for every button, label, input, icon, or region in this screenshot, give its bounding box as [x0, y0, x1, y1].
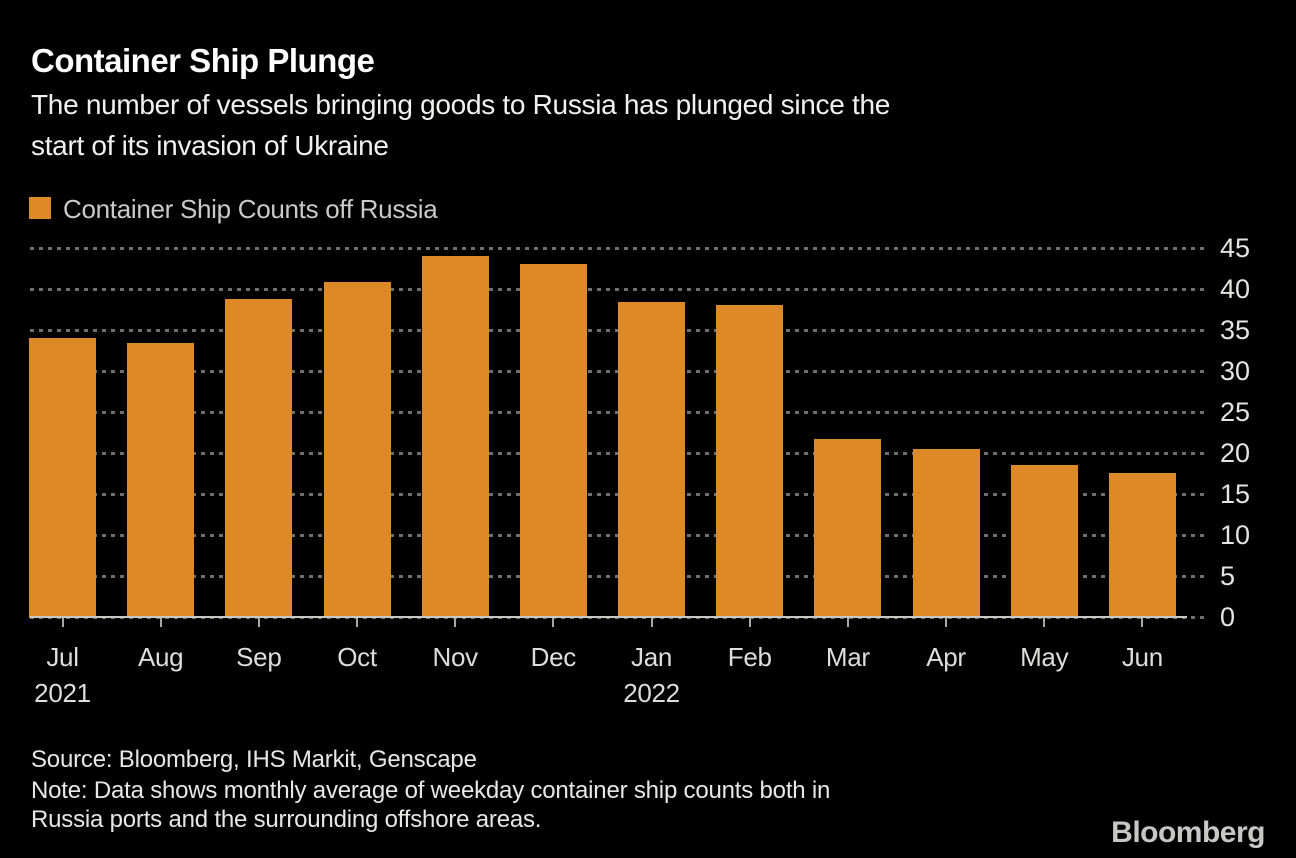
y-axis-label-25: 25 — [1220, 397, 1251, 427]
bar-jul — [29, 338, 96, 618]
x-axis-label-aug: Aug — [137, 642, 184, 672]
y-axis-label-40: 40 — [1220, 274, 1251, 304]
y-axis-label-10: 10 — [1220, 520, 1251, 550]
x-axis-label-mar: Mar — [825, 642, 870, 672]
x-axis-label-oct: Oct — [337, 642, 377, 672]
x-axis-label-feb: Feb — [727, 642, 772, 672]
bar-apr — [912, 449, 980, 618]
x-axis-label-jul: Jul — [46, 642, 79, 672]
y-axis-label-20: 20 — [1220, 438, 1251, 468]
y-axis-label-30: 30 — [1220, 356, 1251, 386]
y-axis-label-0: 0 — [1220, 602, 1236, 632]
x-axis-label-jun: Jun — [1121, 642, 1163, 672]
y-axis-label-5: 5 — [1220, 561, 1236, 591]
year-label-2022: 2022 — [623, 678, 680, 708]
x-tick-apr — [945, 618, 948, 627]
x-tick-dec — [552, 618, 555, 627]
gridline-45 — [30, 247, 1205, 251]
bar-chart: 0 5 10 15 20 25 30 35 40 45 Jul 2021 Aug Sep Oct Nov Dec… — [29, 233, 1290, 708]
bar-dec — [519, 263, 587, 618]
bloomberg-logo: Bloomberg — [1111, 816, 1265, 849]
chart-subtitle-line-1: The number of vessels bringing goods to … — [31, 89, 891, 120]
x-tick-may — [1043, 618, 1046, 627]
gridline-30 — [30, 370, 1205, 373]
x-axis-baseline — [30, 616, 1187, 618]
y-axis-label-35: 35 — [1220, 315, 1251, 345]
x-tick-sep — [257, 618, 260, 627]
legend-swatch-icon — [29, 197, 51, 219]
bar-mar — [814, 439, 882, 618]
y-axis-label-15: 15 — [1220, 479, 1251, 509]
bar-feb — [716, 304, 784, 618]
x-tick-nov — [454, 618, 457, 627]
gridline-20 — [30, 452, 1205, 455]
gridline-40 — [30, 288, 1205, 291]
gridline-35 — [30, 329, 1205, 332]
gridline-5 — [30, 575, 1205, 578]
source-text: Source: Bloomberg, IHS Markit, Genscape — [31, 746, 477, 773]
legend-label: Container Ship Counts off Russia — [63, 194, 438, 224]
y-axis-label-45: 45 — [1220, 233, 1251, 263]
x-axis-label-may: May — [1020, 642, 1069, 672]
x-tick-jul — [61, 618, 64, 627]
x-tick-oct — [356, 618, 358, 627]
bar-jan — [618, 302, 686, 618]
page-title: Container Ship Plunge — [31, 42, 375, 79]
bar-oct — [323, 281, 391, 618]
x-tick-jun — [1141, 618, 1144, 627]
x-tick-feb — [748, 618, 751, 627]
bar-jun — [1108, 472, 1176, 618]
year-label-2021: 2021 — [34, 678, 91, 708]
bar-nov — [421, 256, 489, 618]
x-axis-label-apr: Apr — [926, 642, 966, 672]
x-tick-aug — [159, 618, 162, 627]
x-axis-label-jan: Jan — [631, 642, 673, 672]
gridline-25 — [30, 411, 1205, 414]
note-text-line-2: Russia ports and the surrounding offshor… — [31, 806, 542, 833]
x-tick-mar — [846, 618, 849, 627]
bar-sep — [225, 299, 293, 618]
bar-aug — [127, 343, 195, 618]
bar-may — [1010, 465, 1078, 618]
x-tick-jan — [650, 618, 653, 627]
gridline-10 — [30, 534, 1205, 537]
x-axis-label-sep: Sep — [236, 642, 282, 672]
x-axis-label-dec: Dec — [530, 642, 577, 672]
gridline-15 — [30, 493, 1205, 496]
note-text-line-1: Note: Data shows monthly average of week… — [31, 777, 831, 804]
x-axis-label-nov: Nov — [432, 642, 479, 672]
chart-subtitle-line-2: start of its invasion of Ukraine — [31, 130, 389, 161]
